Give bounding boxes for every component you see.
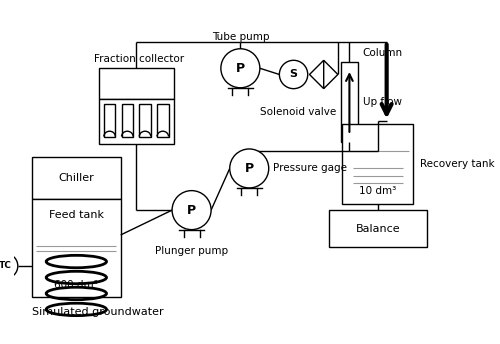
Text: Simulated groundwater: Simulated groundwater [32,308,164,318]
Bar [329,210,426,247]
Polygon shape [310,60,324,89]
Text: Recovery tank: Recovery tank [420,159,495,169]
Text: Column: Column [362,47,403,58]
Text: P: P [244,162,254,175]
Polygon shape [324,60,338,89]
Text: Pressure gage: Pressure gage [273,163,347,173]
Bar [32,200,120,297]
Bar [140,104,151,137]
Text: Balance: Balance [356,224,400,234]
Bar [98,99,174,144]
Text: 10 dm³: 10 dm³ [359,186,397,196]
Circle shape [172,191,211,230]
Text: P: P [187,204,196,217]
Text: Solenoid valve: Solenoid valve [260,107,336,117]
Text: Plunger pump: Plunger pump [155,246,228,256]
Circle shape [221,49,260,88]
Text: S: S [290,69,298,79]
Text: Fraction collector: Fraction collector [94,54,184,64]
Text: TC: TC [0,261,12,270]
Text: P: P [236,62,245,75]
Bar [340,62,358,142]
Bar [104,104,116,137]
Bar [32,157,120,200]
Bar [98,68,174,99]
Circle shape [0,254,18,278]
Bar [157,104,168,137]
Bar [122,104,133,137]
Text: Feed tank: Feed tank [49,210,104,220]
Circle shape [230,149,268,188]
Text: Chiller: Chiller [58,173,94,183]
Circle shape [280,60,307,89]
Text: Up flow: Up flow [362,97,402,107]
Bar [342,124,413,204]
Text: 600 dm³: 600 dm³ [54,280,98,290]
Text: Tube pump: Tube pump [212,32,269,42]
